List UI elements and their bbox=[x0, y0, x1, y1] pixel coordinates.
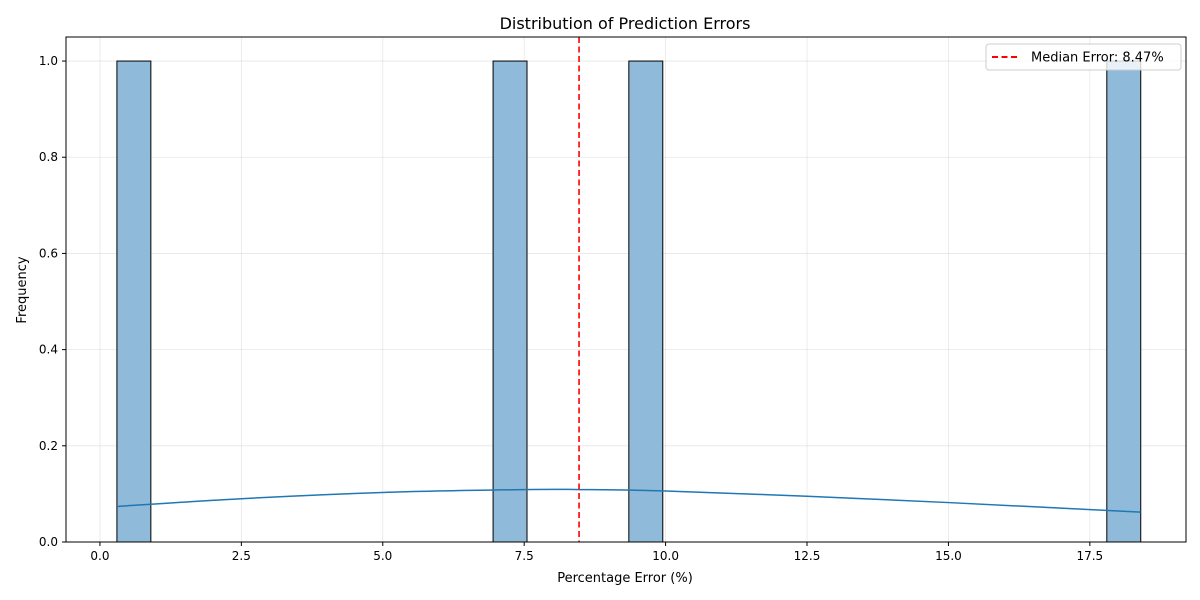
legend: Median Error: 8.47% bbox=[985, 43, 1182, 71]
x-tick-label: 12.5 bbox=[794, 549, 821, 563]
x-tick-label: 17.5 bbox=[1076, 549, 1103, 563]
y-tick-label: 0.0 bbox=[39, 535, 58, 549]
kde-curve bbox=[116, 488, 1141, 513]
histogram-bar bbox=[1106, 60, 1142, 543]
bar-layer bbox=[116, 60, 1142, 543]
y-axis-label: Frequency bbox=[15, 256, 30, 323]
y-tick-label: 0.6 bbox=[39, 246, 58, 260]
histogram-bar bbox=[116, 60, 152, 543]
x-tick-label: 0.0 bbox=[90, 549, 109, 563]
y-tick-label: 0.4 bbox=[39, 343, 58, 357]
y-tick-label: 0.8 bbox=[39, 150, 58, 164]
histogram-bar bbox=[492, 60, 528, 543]
x-tick-label: 15.0 bbox=[935, 549, 962, 563]
y-tick-label: 0.2 bbox=[39, 439, 58, 453]
grid-layer bbox=[66, 37, 1186, 543]
x-tick-label: 7.5 bbox=[515, 549, 534, 563]
legend-box bbox=[985, 43, 1182, 71]
axes-layer: 0.0 2.5 5.0 7.5 10.0 12.5 15.0 17.5 0.0 0.2 0.4 0.6… bbox=[39, 36, 1187, 563]
x-axis-label: Percentage Error (%) bbox=[557, 571, 693, 586]
y-tick-label: 1.0 bbox=[39, 54, 58, 68]
chart-title: Distribution of Prediction Errors bbox=[500, 14, 751, 33]
plot-frame bbox=[65, 36, 1187, 543]
x-tick-label: 5.0 bbox=[373, 549, 392, 563]
histogram-bar bbox=[628, 60, 664, 543]
x-tick-label: 2.5 bbox=[232, 549, 251, 563]
x-tick-label: 10.0 bbox=[652, 549, 679, 563]
legend-median-label: Median Error: 8.47% bbox=[1031, 51, 1164, 66]
kde-layer bbox=[116, 488, 1141, 513]
